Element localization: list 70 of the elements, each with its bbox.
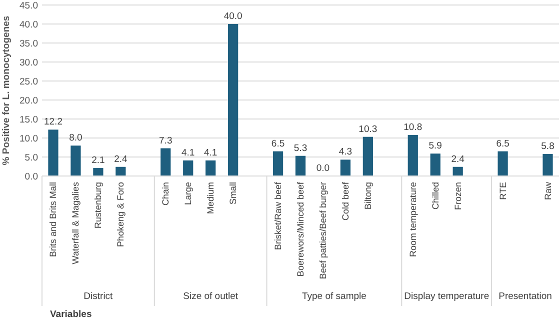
data-label: 5.9 xyxy=(428,140,442,152)
bar xyxy=(362,136,373,176)
data-label: 10.8 xyxy=(404,122,422,133)
y-tick-label: 20.0 xyxy=(20,95,38,106)
data-label: 4.3 xyxy=(338,146,352,158)
y-tick-label: 45.0 xyxy=(20,0,38,12)
bar xyxy=(272,151,284,176)
data-label: 2.1 xyxy=(92,155,105,166)
bar xyxy=(206,160,216,176)
data-label: 4.1 xyxy=(204,147,218,158)
data-label: 7.3 xyxy=(159,135,172,146)
data-label: 0.0 xyxy=(316,163,330,174)
data-label: 6.5 xyxy=(496,138,510,150)
x-tick-label: Chain xyxy=(160,182,171,206)
bar xyxy=(498,151,508,176)
y-tick-label: 5.0 xyxy=(24,152,38,164)
data-label: 12.2 xyxy=(44,116,62,128)
y-tick-label: 10.0 xyxy=(20,133,38,144)
data-label: 40.0 xyxy=(224,11,242,22)
bar xyxy=(542,154,553,176)
data-label: 4.1 xyxy=(182,147,195,158)
text: Type of sample xyxy=(302,291,366,302)
data-label: 8.0 xyxy=(69,132,82,144)
text: District xyxy=(84,291,114,302)
bar xyxy=(183,160,194,176)
bar xyxy=(408,134,418,176)
x-tick-label: Biltong xyxy=(362,182,373,210)
x-tick-label: Large xyxy=(183,182,194,206)
x-tick-label: Small xyxy=(228,182,238,205)
data-label: 10.3 xyxy=(358,124,378,135)
text: Presentation xyxy=(498,291,552,302)
x-tick-label: Brits and Brits Mall xyxy=(48,182,58,258)
y-tick-label: 0.0 xyxy=(24,171,38,182)
x-tick-label: Room temperature xyxy=(408,182,418,258)
data-label: 2.4 xyxy=(114,154,128,165)
y-tick-label: 40.0 xyxy=(20,19,38,30)
data-label: 5.3 xyxy=(294,142,308,154)
x-tick-label: Beef patties/Beef burger xyxy=(318,182,328,280)
data-label: 2.4 xyxy=(451,154,464,165)
data-label: 6.5 xyxy=(271,138,285,150)
bar xyxy=(116,166,126,176)
x-tick-label: Brisket/Raw beef xyxy=(273,182,284,250)
text: Size of outlet xyxy=(183,291,238,302)
y-tick-label: 25.0 xyxy=(20,76,38,88)
x-tick-label: RTE xyxy=(498,182,508,200)
y-tick-label: 35.0 xyxy=(20,38,38,50)
y-axis-title: % Positive for L. monocytogenes xyxy=(1,16,12,166)
data-label: 5.8 xyxy=(541,140,554,152)
x-tick-label: Frozen xyxy=(452,182,463,210)
bar xyxy=(340,160,351,176)
bar xyxy=(295,156,306,176)
bar xyxy=(70,146,81,176)
bar xyxy=(228,24,238,176)
x-tick-label: Rustenburg xyxy=(93,182,104,229)
x-tick-label: Boerewors/Minced beef xyxy=(296,182,306,277)
x-tick-label: Waterfall & Magalies xyxy=(70,182,81,264)
y-tick-label: 15.0 xyxy=(20,114,38,126)
bar xyxy=(93,168,104,176)
y-tick-label: 30.0 xyxy=(20,57,38,68)
bar xyxy=(430,154,440,176)
bar xyxy=(160,148,171,176)
bar xyxy=(452,166,463,176)
x-tick-label: Chilled xyxy=(430,182,440,210)
x-tick-label: Phokeng & Foro xyxy=(116,182,126,248)
x-tick-label: Medium xyxy=(206,182,216,214)
x-axis-title: Variables xyxy=(50,309,92,320)
x-tick-label: Raw xyxy=(542,182,553,200)
x-tick-label: Cold beef xyxy=(340,182,350,221)
text: Display temperature xyxy=(404,291,490,302)
bar xyxy=(48,130,58,176)
